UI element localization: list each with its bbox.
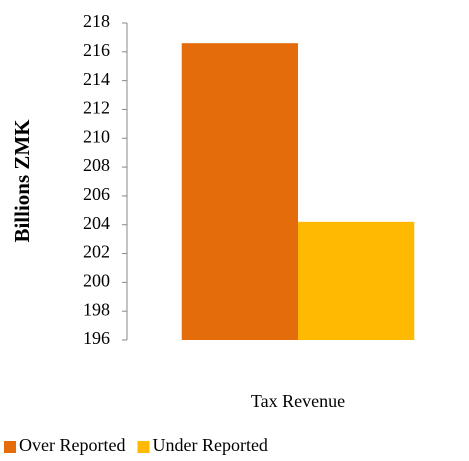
- y-tick-label: 216: [83, 40, 110, 60]
- y-axis-title: Billions ZMK: [10, 119, 34, 243]
- legend-swatch: [4, 441, 16, 453]
- bar: [298, 221, 415, 340]
- x-tick-label: Tax Revenue: [251, 391, 345, 411]
- y-tick-label: 198: [83, 299, 110, 319]
- y-tick-label: 202: [83, 242, 110, 262]
- legend-label: Under Reported: [152, 435, 267, 455]
- y-tick-label: 218: [83, 11, 110, 31]
- y-tick-label: 212: [83, 98, 110, 118]
- y-tick-label: 208: [83, 155, 110, 175]
- y-tick-label: 200: [83, 270, 110, 290]
- legend-swatch: [137, 441, 150, 453]
- legend-label: Over Reported: [19, 435, 125, 455]
- y-tick-label: 196: [83, 328, 110, 348]
- y-tick-label: 206: [83, 184, 110, 204]
- y-tick-label: 214: [83, 69, 110, 89]
- bar: [181, 43, 298, 340]
- y-tick-label: 204: [83, 213, 110, 233]
- y-tick-label: 210: [83, 126, 110, 146]
